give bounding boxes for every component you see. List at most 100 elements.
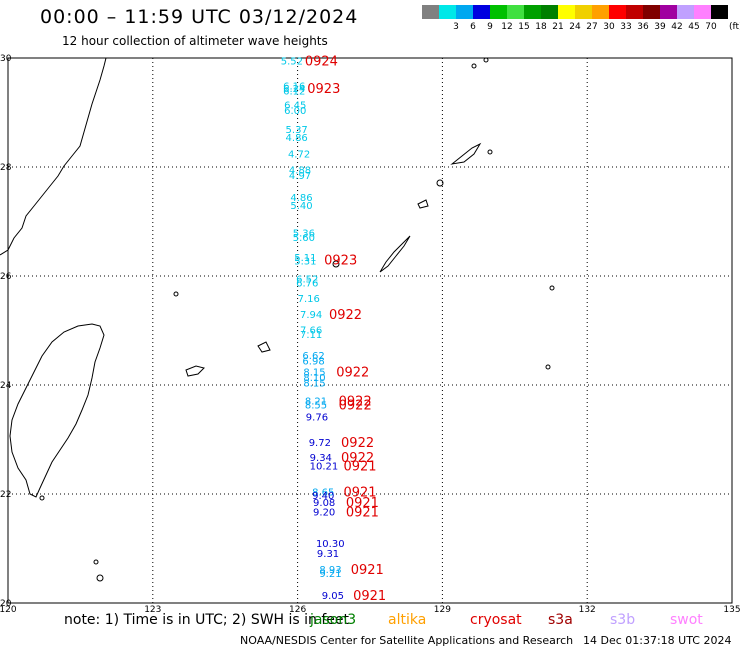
wave-height-value: 4.72 — [288, 149, 310, 160]
time-mark: 0922 — [329, 308, 362, 323]
small-island — [436, 179, 444, 187]
scale-tick-label: 45 — [688, 22, 700, 32]
wave-height-value: 6.16 — [283, 81, 305, 92]
wave-height-value: 6.52 — [296, 275, 318, 286]
lat-label: 22 — [0, 490, 11, 500]
scale-swatch — [592, 5, 609, 19]
time-mark: 0922 — [339, 394, 372, 409]
scale-swatch — [558, 5, 575, 19]
wave-height-value: 9.21 — [319, 569, 341, 580]
wave-height-value: 8.65 — [312, 487, 334, 498]
scale-tick-label: 33 — [620, 22, 632, 32]
wave-height-value: 7.16 — [298, 294, 320, 305]
wave-height-value: 5.52 — [281, 57, 303, 68]
time-mark: 0921 — [346, 496, 379, 511]
time-mark: 0921 — [343, 460, 376, 475]
lat-lon-grid: 120 123 126 129 132 135 30 28 26 24 22 20 — [0, 54, 740, 615]
small-island — [471, 63, 477, 69]
scale-tick-label: 70 — [705, 22, 717, 32]
legend-item-altika: altika — [388, 612, 427, 628]
scale-swatch — [711, 5, 728, 19]
lon-label: 126 — [289, 605, 306, 615]
wave-height-value: 6.00 — [284, 106, 306, 117]
timestamp: 14 Dec 01:37:18 UTC 2024 — [583, 634, 732, 647]
wave-height-value: 9.08 — [313, 498, 335, 509]
wave-height-value: 6.24 — [283, 84, 305, 95]
time-mark: 0922 — [341, 451, 374, 466]
scale-tick-label: 3 — [453, 22, 459, 32]
small-island — [545, 364, 551, 370]
lat-label: 20 — [0, 599, 12, 609]
scale-swatch — [490, 5, 507, 19]
small-island — [96, 574, 104, 582]
small-island — [39, 495, 45, 501]
scale-swatch — [541, 5, 558, 19]
wave-height-value: 8.15 — [303, 378, 325, 389]
wave-height-value: 8.21 — [305, 396, 327, 407]
wave-height-value: 9.76 — [306, 413, 328, 424]
wave-height-value: 9.20 — [313, 507, 335, 518]
scale-swatch — [626, 5, 643, 19]
scale-tick-label: 30 — [603, 22, 615, 32]
wave-height-value: 7.94 — [300, 310, 322, 321]
wave-height-value: 8.93 — [319, 565, 341, 576]
ishigaki-coastline — [185, 365, 205, 377]
scale-tick-label: 12 — [501, 22, 513, 32]
lat-label: 24 — [0, 381, 12, 391]
small-island — [332, 260, 340, 268]
scale-swatch — [507, 5, 524, 19]
wave-height-value: 9.31 — [317, 549, 339, 560]
lon-label: 135 — [723, 605, 740, 615]
footer-note: note: 1) Time is in UTC; 2) SWH is in fe… — [64, 612, 350, 628]
scale-tick-label: 21 — [552, 22, 564, 32]
wave-height-value: 8.10 — [303, 373, 325, 384]
scale-swatch — [677, 5, 694, 19]
legend-item-s3a: s3a — [548, 612, 573, 628]
scale-tick-label: 15 — [518, 22, 530, 32]
legend-item-cryosat: cryosat — [470, 612, 522, 628]
okinawa-coastline — [379, 235, 411, 273]
wave-height-value: 10.30 — [316, 539, 345, 550]
wave-height-value: 6.76 — [296, 279, 318, 290]
wave-height-value: 7.66 — [300, 325, 322, 336]
scale-swatch — [660, 5, 677, 19]
time-mark: 0922 — [336, 365, 369, 380]
wave-height-value: 7.11 — [300, 330, 322, 341]
wave-height-value: 5.11 — [294, 253, 316, 264]
taiwan-coastline — [9, 323, 105, 498]
scale-tick-label: 36 — [637, 22, 649, 32]
time-mark: 0923 — [324, 254, 357, 269]
wave-height-value: 6.98 — [302, 356, 324, 367]
small-island — [483, 57, 489, 63]
wave-height-value: 5.37 — [286, 125, 308, 136]
lon-label: 123 — [144, 605, 161, 615]
credit: NOAA/NESDIS Center for Satellite Applica… — [240, 634, 574, 647]
scale-swatch — [609, 5, 626, 19]
time-mark: 0922 — [341, 436, 374, 451]
wave-height-value: 6.45 — [284, 100, 306, 111]
scale-tick-label: 27 — [586, 22, 598, 32]
scale-swatch — [439, 5, 456, 19]
wave-height-value: 10.21 — [310, 462, 339, 473]
wave-height-value: 8.55 — [305, 401, 327, 412]
lat-label: 30 — [0, 54, 12, 64]
time-mark: 0922 — [339, 399, 372, 414]
scale-tick-label: 39 — [654, 22, 666, 32]
time-mark: 0921 — [346, 505, 379, 520]
time-labels: 0924092309230922092209220922092209220921… — [305, 55, 386, 604]
time-mark: 0923 — [307, 82, 340, 97]
small-island — [487, 149, 493, 155]
wave-height-value: 9.34 — [310, 453, 332, 464]
legend-item-s3b: s3b — [610, 612, 636, 628]
scale-tick-label: 6 — [470, 22, 476, 32]
map-frame — [7, 57, 733, 604]
scale-swatch — [694, 5, 711, 19]
lat-label: 28 — [0, 163, 12, 173]
lon-label: 120 — [0, 605, 17, 615]
scale-tick-label: 42 — [671, 22, 683, 32]
wave-height-value: 9.40 — [312, 491, 334, 502]
wave-height-value: 6.62 — [302, 351, 324, 362]
wave-height-value: 9.05 — [322, 591, 344, 602]
scale-tick-label: 9 — [487, 22, 493, 32]
